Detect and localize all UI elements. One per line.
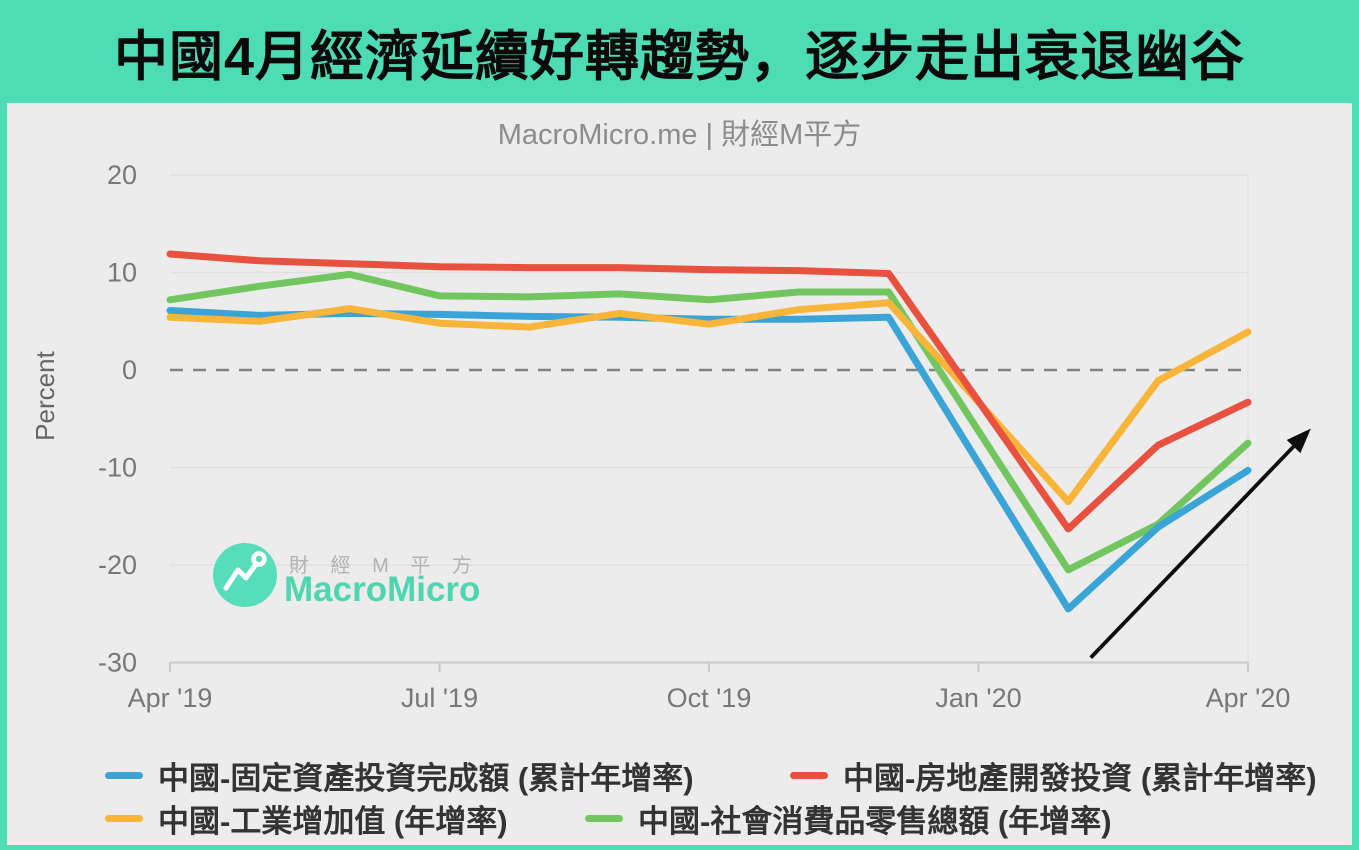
page-title: 中國4月經濟延續好轉趨勢，逐步走出衰退幽谷 (113, 27, 1246, 87)
y-tick-label: 10 (107, 258, 137, 288)
legend-item-real-estate-investment[interactable]: 中國-房地產開發投資 (累計年增率) (790, 755, 1317, 796)
legend-swatch (105, 771, 143, 779)
trend-arrow-shaft (1089, 442, 1298, 659)
x-tick-label: Apr '20 (1206, 683, 1291, 713)
x-tick-label: Jul '19 (401, 683, 478, 713)
legend-swatch (790, 771, 828, 779)
y-tick-label: -20 (98, 550, 137, 580)
x-tick-label: Oct '19 (667, 683, 752, 713)
series-line-3 (166, 270, 1252, 574)
line-chart: 20 10 0 -10 -20 -30 Apr '19 Jul '19 Oct '19 Jan '… (98, 160, 1311, 713)
legend-label: 中國-社會消費品零售總額 (年增率) (638, 803, 1112, 839)
y-tick-label: 0 (122, 355, 137, 385)
legend-item-retail-sales[interactable]: 中國-社會消費品零售總額 (年增率) (585, 798, 1112, 839)
legend-item-fixed-asset-investment[interactable]: 中國-固定資產投資完成額 (累計年增率) (105, 755, 694, 796)
legend-swatch (105, 814, 143, 822)
x-tick-label: Apr '19 (128, 683, 213, 713)
trend-arrow-head (1286, 428, 1311, 454)
legend-swatch (585, 814, 623, 822)
legend-label: 中國-工業增加值 (年增率) (158, 803, 508, 839)
legend-item-industrial-value-added[interactable]: 中國-工業增加值 (年增率) (105, 798, 508, 839)
legend-label: 中國-房地產開發投資 (累計年增率) (843, 760, 1317, 796)
chart-card: MacroMicro.me | 財經M平方 Percent 20 10 0 -10 -2… (7, 103, 1352, 845)
series-line-2 (166, 299, 1252, 506)
x-tick-label: Jan '20 (935, 683, 1021, 713)
y-tick-label: 20 (107, 160, 137, 190)
chart-title: MacroMicro.me | 財經M平方 (497, 119, 862, 151)
title-bar: 中國4月經濟延續好轉趨勢，逐步走出衰退幽谷 (0, 0, 1359, 103)
series-line-1 (166, 250, 1252, 533)
y-tick-label: -10 (98, 453, 137, 483)
legend-label: 中國-固定資產投資完成額 (累計年增率) (158, 760, 694, 796)
y-tick-label: -30 (98, 648, 137, 678)
